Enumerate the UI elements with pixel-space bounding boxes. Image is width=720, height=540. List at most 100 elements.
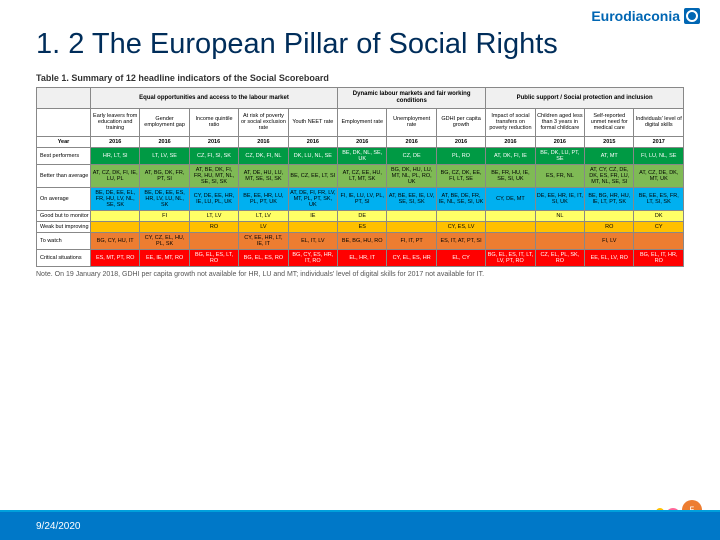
data-cell <box>288 222 337 233</box>
data-cell: NL <box>535 210 584 221</box>
group-header: Dynamic labour markets and fair working … <box>338 88 486 108</box>
data-cell: BG, DK, HU, LU, MT, NL, PL, RO, UK <box>387 164 436 187</box>
data-cell: PL, RO <box>436 147 485 164</box>
data-cell: CY, DE, MT <box>486 187 535 210</box>
footer-date: 9/24/2020 <box>36 521 81 532</box>
data-cell: AT, DK, FI, IE <box>486 147 535 164</box>
data-cell: CY, CZ, EL, HU, PL, SK <box>140 233 189 250</box>
year-cell: 2016 <box>387 136 436 147</box>
data-cell: FI, LU, NL, SE <box>634 147 684 164</box>
year-cell: 2016 <box>189 136 238 147</box>
data-cell: LT, LV <box>239 210 288 221</box>
data-cell: AT, CZ, DK, FI, IE, LU, PL <box>91 164 140 187</box>
year-cell: 2017 <box>634 136 684 147</box>
data-cell: CY <box>634 222 684 233</box>
data-cell: BG, EL, ES, RO <box>239 250 288 267</box>
footer-bar: 9/24/2020 <box>0 510 720 540</box>
scoreboard-table: Equal opportunities and access to the la… <box>36 87 684 267</box>
data-cell: FI, LV <box>585 233 634 250</box>
group-header: Public support / Social protection and i… <box>486 88 684 108</box>
table-row: Critical situationsES, MT, PT, ROEE, IE,… <box>37 250 684 267</box>
data-cell: CZ, FI, SI, SK <box>189 147 238 164</box>
data-cell: AT, DE, FI, FR, LV, MT, PL, PT, SK, UK <box>288 187 337 210</box>
data-cell: IE <box>288 210 337 221</box>
data-cell: DK <box>634 210 684 221</box>
data-cell <box>436 210 485 221</box>
table-note: Note. On 19 January 2018, GDHI per capit… <box>36 271 684 278</box>
data-cell: AT, BG, DK, FR, PT, SI <box>140 164 189 187</box>
data-cell: BG, CZ, DK, EE, FI, LT, SE <box>436 164 485 187</box>
row-label: Good but to monitor <box>37 210 91 221</box>
data-cell: BE, EE, ES, FR, LT, SI, SK <box>634 187 684 210</box>
data-cell: ES, FR, NL <box>535 164 584 187</box>
data-cell: BE, EE, HR, LU, PL, PT, UK <box>239 187 288 210</box>
data-cell: CY, EE, HR, LT, IE, IT <box>239 233 288 250</box>
data-cell: EE, EL, LV, RO <box>585 250 634 267</box>
data-cell: BE, DE, EE, ES, HR, LV, LU, NL, SK <box>140 187 189 210</box>
column-header: Early leavers from education and trainin… <box>91 108 140 136</box>
data-cell: AT, CZ, EE, HU, LT, MT, SK <box>338 164 387 187</box>
column-header: Children aged less than 3 years in forma… <box>535 108 584 136</box>
year-cell: 2016 <box>535 136 584 147</box>
table-row: Better than averageAT, CZ, DK, FI, IE, L… <box>37 164 684 187</box>
table-caption: Table 1. Summary of 12 headline indicato… <box>36 73 684 83</box>
data-cell <box>387 210 436 221</box>
corner-blank <box>37 88 91 108</box>
data-cell: CZ, EL, PL, SK, RO <box>535 250 584 267</box>
data-cell: BG, EL, ES, LT, RO <box>189 250 238 267</box>
data-cell: BG, EL, IT, HR, RO <box>634 250 684 267</box>
data-cell: FI, IE, LU, LV, PL, PT, SI <box>338 187 387 210</box>
brand-logo: Eurodiaconia <box>591 8 700 24</box>
data-cell: AT, BE, DK, FI, FR, HU, MT, NL, SE, SI, … <box>189 164 238 187</box>
data-cell <box>91 210 140 221</box>
table-row: On averageBE, DE, EE, EL, FR, HU, LV, NL… <box>37 187 684 210</box>
group-header: Equal opportunities and access to the la… <box>91 88 338 108</box>
row-label: Best performers <box>37 147 91 164</box>
table-container: Table 1. Summary of 12 headline indicato… <box>0 69 720 278</box>
data-cell: BE, DK, LU, PT, SE <box>535 147 584 164</box>
year-cell: 2016 <box>288 136 337 147</box>
data-cell: EL, CY <box>436 250 485 267</box>
data-cell: CY, DE, EE, HR, IE, LU, PL, UK <box>189 187 238 210</box>
data-cell: HR, LT, SI <box>91 147 140 164</box>
data-cell: LT, LV <box>189 210 238 221</box>
data-cell <box>634 233 684 250</box>
table-row: Good but to monitorFILT, LVLT, LVIEDENLD… <box>37 210 684 221</box>
column-header: At risk of poverty or social exclusion r… <box>239 108 288 136</box>
data-cell: BE, FR, HU, IE, SE, SI, UK <box>486 164 535 187</box>
data-cell: AT, MT <box>585 147 634 164</box>
data-cell: FI, IT, PT <box>387 233 436 250</box>
data-cell <box>535 233 584 250</box>
data-cell: BE, DK, NL, SE, UK <box>338 147 387 164</box>
column-header: Self-reported unmet need for medical car… <box>585 108 634 136</box>
data-cell <box>486 233 535 250</box>
data-cell: FI <box>140 210 189 221</box>
column-header: Youth NEET rate <box>288 108 337 136</box>
column-header: Income quintile ratio <box>189 108 238 136</box>
table-row: Best performersHR, LT, SILT, LV, SECZ, F… <box>37 147 684 164</box>
year-cell: 2016 <box>486 136 535 147</box>
data-cell: AT, DE, HU, LU, MT, SE, SI, SK <box>239 164 288 187</box>
data-cell: DE <box>338 210 387 221</box>
corner-blank <box>37 108 91 136</box>
data-cell: AT, CY, CZ, DE, DK, ES, FR, LU, MT, NL, … <box>585 164 634 187</box>
year-cell: 2016 <box>436 136 485 147</box>
data-cell: RO <box>585 222 634 233</box>
data-cell: CY, EL, ES, HR <box>387 250 436 267</box>
data-cell <box>486 210 535 221</box>
data-cell <box>140 222 189 233</box>
data-cell: CZ, DK, FI, NL <box>239 147 288 164</box>
data-cell: EL, HR, IT <box>338 250 387 267</box>
data-cell: BE, BG, HU, RO <box>338 233 387 250</box>
data-cell: BE, BG, HR, HU, IE, LT, PT, SK <box>585 187 634 210</box>
data-cell: AT, BE, EE, IE, LV, SE, SI, SK <box>387 187 436 210</box>
row-label: On average <box>37 187 91 210</box>
column-header: Employment rate <box>338 108 387 136</box>
data-cell: ES, IT, AT, PT, SI <box>436 233 485 250</box>
data-cell <box>189 233 238 250</box>
data-cell: LV <box>239 222 288 233</box>
data-cell: CY, ES, LV <box>436 222 485 233</box>
data-cell: EE, IE, MT, RO <box>140 250 189 267</box>
year-cell: 2016 <box>91 136 140 147</box>
year-cell: 2016 <box>140 136 189 147</box>
